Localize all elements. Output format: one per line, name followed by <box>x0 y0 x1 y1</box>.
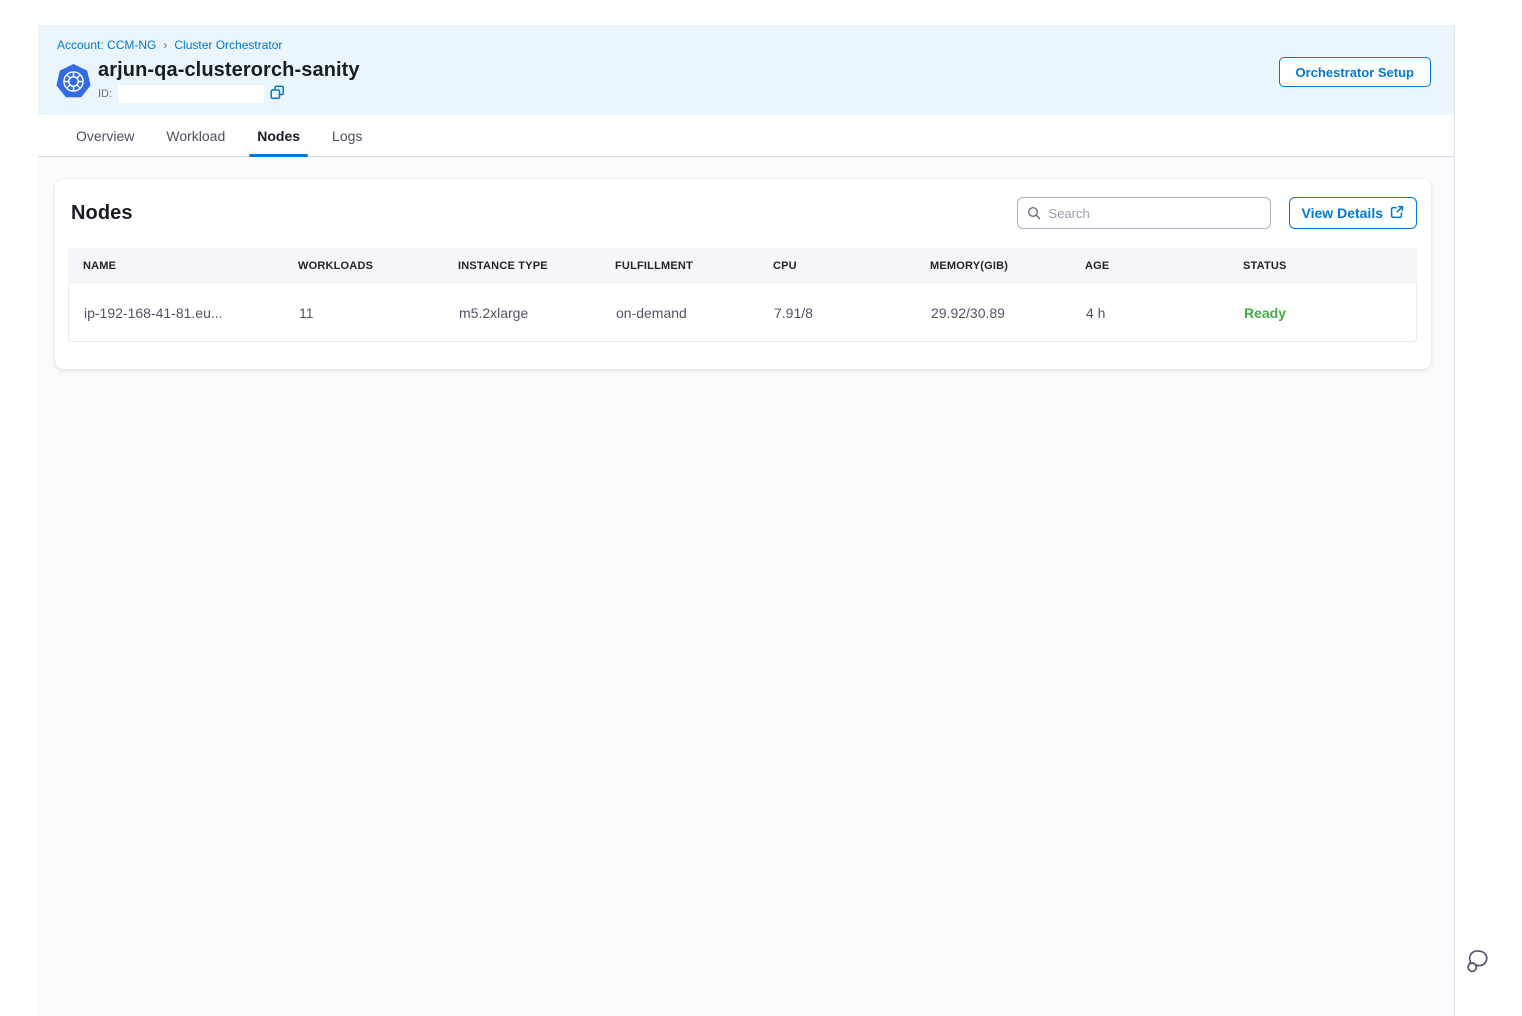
page-title: arjun-qa-clusterorch-sanity <box>98 59 360 81</box>
cell-instance-type: m5.2xlarge <box>459 304 529 321</box>
column-header-memory: MEMORY(GIB) <box>930 260 1009 272</box>
table-row[interactable]: ip-192-168-41-81.eu... 11 m5.2xlarge on-… <box>68 284 1417 342</box>
cluster-header: Account: CCM-NG › Cluster Orchestrator <box>38 25 1454 115</box>
copy-id-button[interactable] <box>270 85 285 103</box>
chat-bubble-icon <box>1465 950 1490 978</box>
breadcrumb-account-link[interactable]: Account: CCM-NG <box>57 38 157 52</box>
cell-fulfillment: on-demand <box>616 304 687 321</box>
cluster-tabbar: Overview Workload Nodes Logs <box>38 115 1454 157</box>
view-details-label: View Details <box>1301 205 1383 221</box>
tab-overview[interactable]: Overview <box>76 127 135 144</box>
view-details-button[interactable]: View Details <box>1288 197 1417 229</box>
chat-launcher-button[interactable] <box>1463 946 1492 980</box>
tab-logs[interactable]: Logs <box>332 127 363 144</box>
cell-age: 4 h <box>1086 304 1106 321</box>
cell-workloads: 11 <box>299 304 314 321</box>
column-header-workloads: WORKLOADS <box>298 260 374 272</box>
column-header-cpu: CPU <box>773 260 797 272</box>
breadcrumb-cluster-orchestrator-link[interactable]: Cluster Orchestrator <box>174 38 283 52</box>
cluster-id-value <box>118 85 265 103</box>
cluster-id-label: ID: <box>98 88 113 100</box>
chevron-right-icon: › <box>163 38 168 52</box>
cluster-id-row: ID: <box>98 85 360 103</box>
nodes-card-header: Nodes View Details <box>68 197 1417 229</box>
right-strip <box>1455 0 1522 1016</box>
cluster-title-block: arjun-qa-clusterorch-sanity ID: <box>98 59 360 103</box>
cluster-title-row: arjun-qa-clusterorch-sanity ID: <box>55 59 1431 103</box>
kubernetes-icon <box>55 63 92 100</box>
column-header-instance-type: INSTANCE TYPE <box>458 260 548 272</box>
cell-memory: 29.92/30.89 <box>931 304 1005 321</box>
cell-node-name: ip-192-168-41-81.eu... <box>84 304 223 321</box>
column-header-name: NAME <box>83 260 117 272</box>
status-badge: Ready <box>1244 304 1287 321</box>
nodes-card-title: Nodes <box>71 201 133 224</box>
column-header-status: STATUS <box>1243 260 1287 272</box>
search-box <box>1016 197 1271 229</box>
nodes-card: Nodes View Details <box>55 179 1431 369</box>
main-pane: Account: CCM-NG › Cluster Orchestrator <box>38 25 1455 1016</box>
cell-cpu: 7.91/8 <box>774 304 813 321</box>
orchestrator-setup-button[interactable]: Orchestrator Setup <box>1278 57 1431 87</box>
search-input[interactable] <box>1016 197 1271 229</box>
copy-icon <box>270 85 285 103</box>
tab-workload[interactable]: Workload <box>166 127 226 144</box>
breadcrumb: Account: CCM-NG › Cluster Orchestrator <box>57 38 1431 52</box>
column-header-fulfillment: FULFILLMENT <box>615 260 693 272</box>
tab-nodes[interactable]: Nodes <box>249 115 308 157</box>
tab-content: Nodes View Details <box>38 157 1454 1016</box>
nodes-table: NAME WORKLOADS INSTANCE TYPE FULFILLMENT… <box>68 248 1417 342</box>
external-link-icon <box>1390 205 1404 222</box>
nodes-table-header: NAME WORKLOADS INSTANCE TYPE FULFILLMENT… <box>68 248 1417 284</box>
column-header-age: AGE <box>1085 260 1110 272</box>
